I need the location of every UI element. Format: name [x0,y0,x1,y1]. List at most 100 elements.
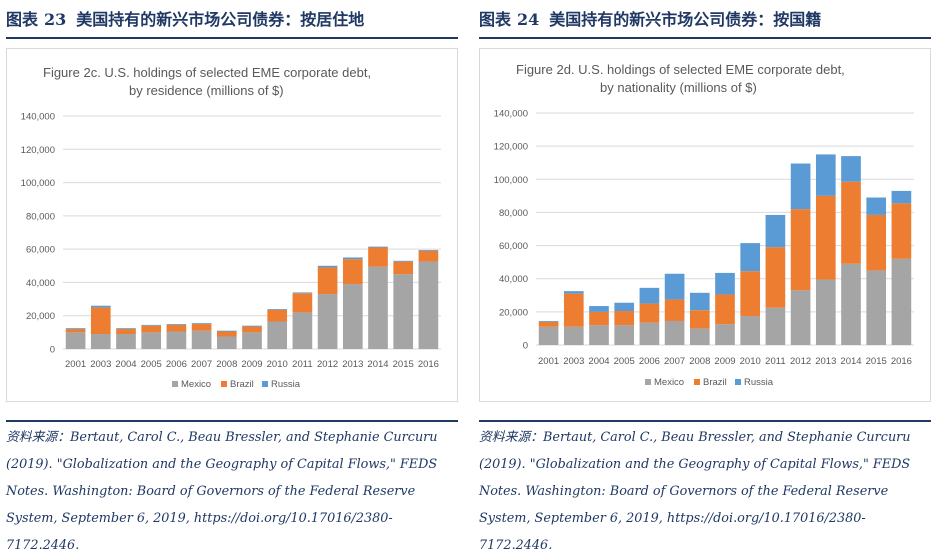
bar-russia-2013 [815,154,836,196]
legend-label-russia: Russia [271,379,301,390]
bar-russia-2008 [689,292,710,311]
bar-mexico-2011 [765,307,786,345]
bar-mexico-2003 [90,334,111,349]
bar-russia-2004 [116,328,136,330]
figure-23-chart: Figure 2c. U.S. holdings of selected EME… [6,48,458,402]
bar-russia-2006 [639,287,660,304]
x-tick-label: 2007 [191,359,212,370]
bar-mexico-2011 [292,312,313,349]
bar-mexico-2013 [815,279,836,345]
bar-mexico-2007 [664,320,685,345]
bar-brazil-2008 [216,331,237,337]
y-tick-label: 80,000 [26,211,55,222]
figure-23-top-rule [6,37,458,39]
x-tick-label: 2001 [65,359,86,370]
figure-24-label: 图表 [479,10,512,29]
bar-mexico-2005 [614,325,635,345]
bar-russia-2009 [715,272,735,295]
x-tick-label: 2015 [393,359,414,370]
x-tick-label: 2005 [141,359,162,370]
x-tick-label: 2007 [664,356,685,367]
figure-23-header: 图表 23 美国持有的新兴市场公司债券：按居住地 [6,6,458,32]
x-tick-label: 2010 [740,356,761,367]
bar-mexico-2014 [368,266,388,349]
bar-russia-2010 [267,309,288,310]
y-tick-label: 120,000 [21,145,55,156]
figure-24-title: 美国持有的新兴市场公司债券：按国籍 [549,10,822,29]
bar-russia-2015 [393,260,414,262]
x-tick-label: 2013 [815,356,836,367]
bar-brazil-2014 [841,181,861,264]
bar-russia-2003 [563,291,584,294]
bar-brazil-2005 [141,325,162,333]
legend-swatch-brazil [221,381,227,387]
x-tick-label: 2015 [866,356,887,367]
bar-mexico-2007 [191,330,212,349]
bar-russia-2014 [368,246,388,248]
y-tick-label: 20,000 [499,307,528,318]
bar-brazil-2008 [689,310,710,329]
figure-24-chart: Figure 2d. U.S. holdings of selected EME… [479,48,931,402]
y-tick-label: 140,000 [494,109,528,120]
bar-brazil-2016 [418,250,439,262]
bar-russia-2005 [141,324,162,326]
bar-brazil-2006 [166,324,187,332]
legend-label-mexico: Mexico [654,377,684,388]
bar-brazil-2012 [790,209,811,291]
x-tick-label: 2003 [563,356,584,367]
legend-label-russia: Russia [744,377,774,388]
figure-24-bottom-rule [479,420,931,422]
bar-russia-2015 [866,197,887,215]
bar-brazil-2009 [715,294,735,325]
bar-brazil-2004 [589,311,609,326]
figure-23-label: 图表 [6,10,39,29]
bar-brazil-2007 [664,299,685,321]
bar-russia-2012 [317,265,338,268]
bar-mexico-2003 [563,326,584,345]
x-tick-label: 2014 [840,356,861,367]
legend-label-brazil: Brazil [703,377,727,388]
bar-brazil-2011 [765,247,786,308]
bar-brazil-2012 [317,267,338,295]
bar-mexico-2016 [891,258,912,345]
y-tick-label: 40,000 [26,278,55,289]
bar-brazil-2001 [538,321,559,327]
x-tick-label: 2003 [90,359,111,370]
y-tick-label: 0 [523,341,528,352]
y-tick-label: 0 [50,345,55,356]
bar-russia-2009 [242,325,262,327]
chart-subtitle: by nationality (millions of $) [600,80,757,95]
legend-swatch-mexico [645,379,651,385]
bar-brazil-2014 [368,247,388,267]
bar-mexico-2001 [65,332,86,349]
y-tick-label: 140,000 [21,112,55,123]
bar-russia-2013 [342,257,363,260]
bar-mexico-2009 [715,324,735,345]
x-tick-label: 2006 [166,359,187,370]
bar-russia-2001 [65,328,86,330]
legend-swatch-mexico [172,381,178,387]
y-tick-label: 80,000 [499,208,528,219]
bar-mexico-2006 [166,331,187,349]
figure-23-bottom-rule [6,420,458,422]
figure-23-panel: 图表 23 美国持有的新兴市场公司债券：按居住地 Figure 2c. U.S. h… [6,0,458,553]
figure-24-header: 图表 24 美国持有的新兴市场公司债券：按国籍 [479,6,931,32]
bar-russia-2016 [418,249,439,251]
bar-brazil-2013 [815,195,836,280]
bar-mexico-2009 [242,332,262,349]
y-tick-label: 60,000 [26,245,55,256]
bar-mexico-2001 [538,326,559,345]
chart-title: Figure 2d. U.S. holdings of selected EME… [516,62,845,77]
x-tick-label: 2010 [267,359,288,370]
bar-mexico-2015 [393,274,414,349]
figure-23-number: 23 [44,10,67,29]
y-tick-label: 120,000 [494,142,528,153]
bar-mexico-2005 [141,332,162,349]
bar-mexico-2004 [589,325,609,345]
figure-24-panel: 图表 24 美国持有的新兴市场公司债券：按国籍 Figure 2d. U.S. ho… [479,0,931,553]
bar-mexico-2015 [866,270,887,345]
bar-mexico-2010 [267,321,288,349]
bar-mexico-2004 [116,334,136,349]
chart-title: Figure 2c. U.S. holdings of selected EME… [43,65,371,80]
bar-russia-2007 [191,323,212,325]
